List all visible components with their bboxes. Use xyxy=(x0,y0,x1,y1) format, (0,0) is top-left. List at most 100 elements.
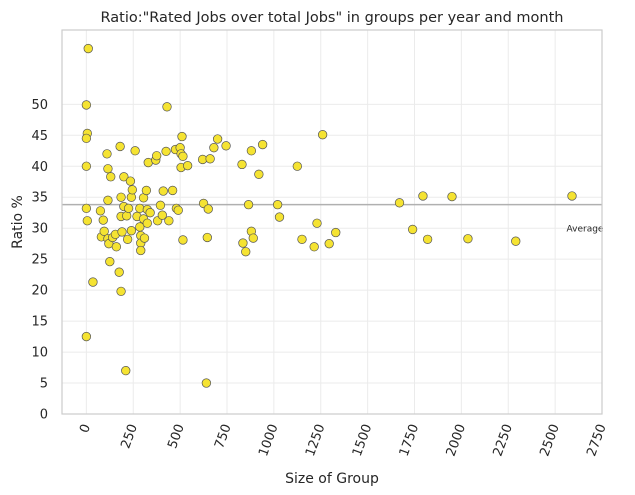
data-point xyxy=(178,151,188,161)
y-tick-label: 0 xyxy=(40,408,48,423)
data-point xyxy=(212,134,223,144)
data-point xyxy=(394,198,405,208)
data-point xyxy=(241,247,251,257)
data-point xyxy=(324,239,334,249)
data-point xyxy=(123,203,134,214)
data-point xyxy=(95,206,106,216)
data-point xyxy=(83,43,93,54)
data-point xyxy=(331,227,341,238)
data-points xyxy=(81,43,577,388)
data-point xyxy=(122,234,133,244)
data-point xyxy=(167,185,178,196)
data-point xyxy=(201,378,212,388)
data-point xyxy=(81,203,92,214)
data-point xyxy=(88,277,98,287)
x-tick-label: 750 xyxy=(212,422,235,450)
data-point xyxy=(182,160,193,171)
data-point xyxy=(202,232,212,243)
x-tick-label: 1500 xyxy=(350,422,375,458)
plot-background xyxy=(62,30,602,414)
data-point xyxy=(139,233,150,243)
x-tick-label: 2250 xyxy=(491,422,516,458)
data-point xyxy=(418,191,428,201)
y-tick-label: 10 xyxy=(31,346,48,361)
chart-title: Ratio:"Rated Jobs over total Jobs" in gr… xyxy=(101,10,564,26)
data-point xyxy=(272,200,283,210)
x-tick-label: 2750 xyxy=(584,422,609,458)
x-tick-label: 1750 xyxy=(397,422,422,458)
grid xyxy=(62,30,602,414)
data-point xyxy=(238,238,248,248)
data-point xyxy=(158,186,168,196)
data-point xyxy=(81,331,92,342)
data-point xyxy=(463,234,473,244)
y-axis-label: Ratio % xyxy=(10,195,26,249)
y-tick-label: 20 xyxy=(31,284,48,299)
data-point xyxy=(111,242,122,252)
data-point xyxy=(102,149,112,159)
data-point xyxy=(116,286,126,297)
plot-frame xyxy=(61,29,603,415)
data-point xyxy=(136,245,146,256)
data-point xyxy=(116,192,126,202)
data-point xyxy=(246,146,257,156)
average-label: Average xyxy=(567,225,604,235)
data-point xyxy=(98,215,108,225)
data-point xyxy=(127,185,137,195)
x-axis-ticks: 0 250 500 750 1000 1250 1500 1750 2000 2250 2500 27… xyxy=(77,422,610,458)
y-tick-label: 25 xyxy=(31,253,48,268)
data-point xyxy=(103,164,113,174)
data-point xyxy=(119,172,129,182)
y-tick-label: 5 xyxy=(40,377,48,392)
average-line-group: Average xyxy=(62,203,604,235)
data-point xyxy=(121,365,131,376)
data-point xyxy=(161,146,171,157)
data-point xyxy=(81,161,92,171)
y-tick-label: 45 xyxy=(31,129,48,144)
y-tick-label: 30 xyxy=(31,222,48,237)
x-axis-label: Size of Group xyxy=(285,471,379,487)
x-tick-label: 250 xyxy=(118,422,141,450)
data-point xyxy=(103,195,113,205)
data-point xyxy=(511,236,521,246)
data-point xyxy=(106,172,116,182)
data-point xyxy=(317,130,328,140)
data-point xyxy=(125,176,136,186)
data-point xyxy=(135,203,145,214)
data-point xyxy=(81,100,92,110)
data-point xyxy=(178,235,188,245)
data-point xyxy=(312,218,322,228)
data-point xyxy=(447,191,457,202)
data-point xyxy=(422,234,433,244)
data-point xyxy=(177,131,187,142)
data-point xyxy=(257,139,268,150)
data-point xyxy=(105,256,115,267)
data-point xyxy=(248,233,258,243)
data-point xyxy=(407,224,418,235)
x-tick-label: 1000 xyxy=(256,422,281,458)
data-point xyxy=(309,242,319,252)
data-point xyxy=(81,133,92,144)
data-point xyxy=(162,102,172,112)
data-point xyxy=(126,226,137,236)
data-point xyxy=(173,205,183,215)
x-tick-label: 500 xyxy=(165,422,188,450)
data-point xyxy=(130,146,140,156)
data-point xyxy=(254,169,264,179)
data-point xyxy=(209,143,219,153)
data-point xyxy=(114,267,124,277)
data-point xyxy=(274,212,285,222)
y-tick-label: 50 xyxy=(31,98,48,113)
data-point xyxy=(82,216,92,226)
y-tick-label: 15 xyxy=(31,315,48,330)
data-point xyxy=(152,151,162,161)
x-tick-label: 0 xyxy=(77,422,94,435)
data-point xyxy=(155,200,166,210)
data-point xyxy=(203,204,213,214)
data-point xyxy=(243,200,254,210)
y-tick-label: 35 xyxy=(31,191,48,206)
y-axis-ticks: 0 5 10 15 20 25 30 35 40 45 50 xyxy=(31,98,48,423)
x-tick-label: 2000 xyxy=(444,422,469,458)
data-point xyxy=(142,218,152,228)
